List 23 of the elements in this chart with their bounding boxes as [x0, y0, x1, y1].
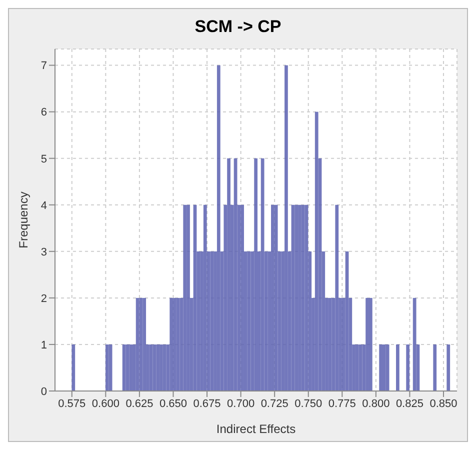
- x-tick-label: 0.750: [294, 398, 322, 410]
- x-tick-label: 0.675: [193, 398, 221, 410]
- y-tick-label: 3: [40, 246, 47, 258]
- x-tick-label: 0.775: [328, 398, 356, 410]
- x-tick-label: 0.850: [430, 398, 458, 410]
- y-tick-label: 7: [40, 60, 47, 72]
- chart-title: SCM -> CP: [194, 16, 282, 38]
- y-axis-title: Frequency: [16, 192, 30, 248]
- x-tick-label: 0.825: [396, 398, 424, 410]
- x-tick-label: 0.650: [159, 398, 187, 410]
- x-tick-label: 0.625: [126, 398, 154, 410]
- y-tick-label: 6: [40, 106, 47, 119]
- x-tick-label: 0.575: [58, 398, 86, 410]
- x-tick-label: 0.700: [227, 398, 255, 410]
- x-tick-label: 0.725: [260, 398, 288, 410]
- y-tick-label: 4: [40, 200, 47, 212]
- y-tick-label: 2: [40, 292, 47, 305]
- x-tick-label: 0.600: [92, 398, 120, 410]
- y-tick-label: 0: [40, 386, 47, 398]
- y-tick-label: 5: [40, 153, 47, 166]
- y-tick-label: 1: [40, 339, 47, 352]
- x-tick-label: 0.800: [362, 398, 390, 410]
- x-axis-title: Indirect Effects: [216, 422, 296, 436]
